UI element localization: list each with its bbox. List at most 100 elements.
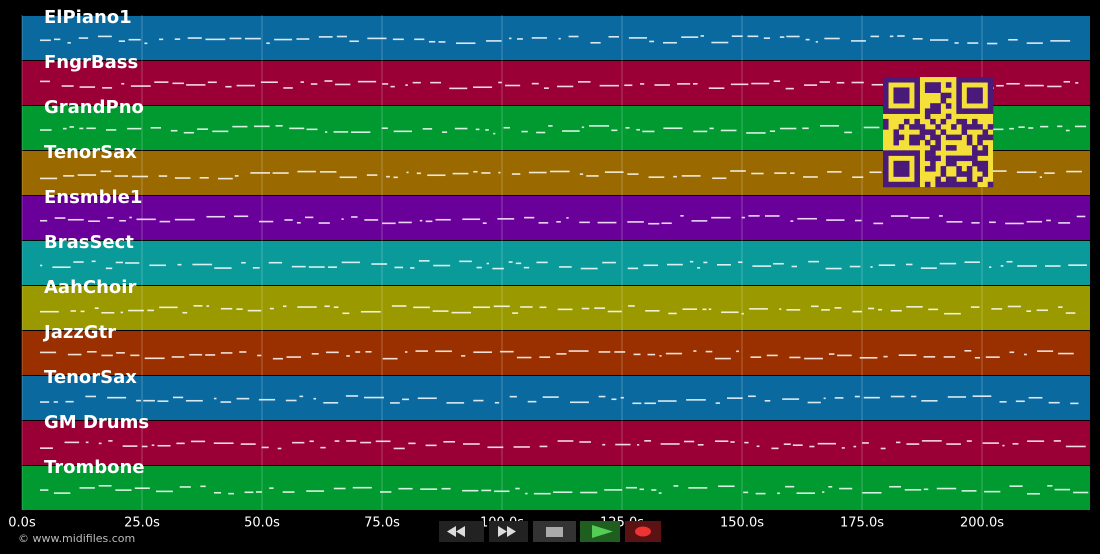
qr-cell (883, 103, 889, 109)
note (247, 309, 262, 312)
qr-cell (972, 155, 978, 162)
note (311, 353, 319, 355)
note (906, 306, 923, 308)
note (443, 440, 456, 443)
note (455, 42, 476, 45)
track-name: TenorSax (44, 367, 137, 388)
note (751, 82, 770, 85)
note (752, 265, 772, 267)
note (1039, 176, 1042, 178)
note (797, 217, 817, 220)
note (394, 266, 404, 269)
note (390, 402, 400, 404)
note (174, 38, 181, 40)
qr-cell (945, 155, 952, 162)
stop-button[interactable] (533, 521, 576, 542)
qr-cell (977, 124, 983, 130)
qr-cell (945, 134, 952, 141)
note (102, 87, 113, 89)
qr-cell (966, 124, 973, 130)
note (505, 84, 521, 87)
note (533, 492, 551, 495)
note (1009, 351, 1015, 354)
note (239, 351, 247, 353)
note (375, 440, 391, 443)
note (435, 350, 452, 353)
qr-cell (924, 181, 931, 188)
note (352, 486, 372, 489)
note (598, 395, 606, 398)
qr-cell (987, 134, 994, 141)
qr-cell (972, 108, 978, 114)
note (718, 485, 735, 488)
note (746, 132, 766, 134)
qr-cell (903, 150, 910, 156)
note (947, 396, 967, 398)
record-button[interactable] (625, 521, 661, 542)
note (602, 443, 606, 446)
qr-cell (924, 166, 931, 172)
qr-cell (940, 129, 947, 135)
note (542, 396, 559, 398)
note (473, 351, 492, 354)
note (413, 306, 430, 309)
play-button[interactable] (580, 521, 620, 542)
note (136, 399, 141, 402)
note (272, 357, 283, 360)
note (220, 307, 233, 310)
note (366, 174, 378, 176)
note (410, 267, 415, 269)
note (259, 220, 274, 223)
note (911, 395, 917, 398)
note (357, 80, 377, 83)
note (318, 36, 333, 38)
qr-cell (914, 108, 920, 114)
note (1074, 125, 1087, 128)
note (493, 132, 496, 135)
note (783, 443, 791, 446)
qr-cell (903, 118, 910, 125)
qr-cell (982, 77, 989, 83)
note (525, 492, 528, 495)
qr-cell (893, 77, 900, 83)
x-tick-label: 0.0s (8, 516, 36, 531)
qr-cell (930, 129, 936, 135)
note (336, 35, 347, 38)
note (747, 35, 759, 38)
note (852, 310, 862, 313)
note (1015, 400, 1025, 403)
copyright: © www.midifiles.com (18, 532, 135, 545)
track-name: AahChoir (44, 277, 136, 298)
note (625, 127, 630, 129)
fast-forward-button[interactable] (489, 521, 528, 542)
note (333, 487, 346, 490)
qr-cell (888, 77, 894, 83)
qr-cell (883, 166, 889, 172)
note (755, 492, 766, 495)
note (839, 487, 853, 490)
qr-cell (883, 176, 889, 183)
note (580, 491, 598, 494)
notes (40, 440, 1086, 450)
note (371, 263, 388, 265)
rewind-button[interactable] (439, 521, 484, 542)
note (826, 219, 845, 221)
note (1057, 125, 1063, 128)
note (1027, 440, 1045, 442)
note (297, 170, 316, 173)
note (837, 354, 852, 357)
track-rows (22, 16, 1090, 510)
note (611, 398, 617, 401)
x-tick-label: 25.0s (124, 516, 160, 531)
qr-cell (956, 103, 962, 109)
note (269, 487, 274, 489)
note (1045, 265, 1061, 267)
qr-cell (940, 181, 947, 188)
qr-cell (982, 171, 989, 177)
note (432, 310, 449, 312)
note (144, 357, 165, 360)
note (296, 38, 310, 40)
note (172, 396, 184, 399)
qr-cell (914, 176, 920, 183)
